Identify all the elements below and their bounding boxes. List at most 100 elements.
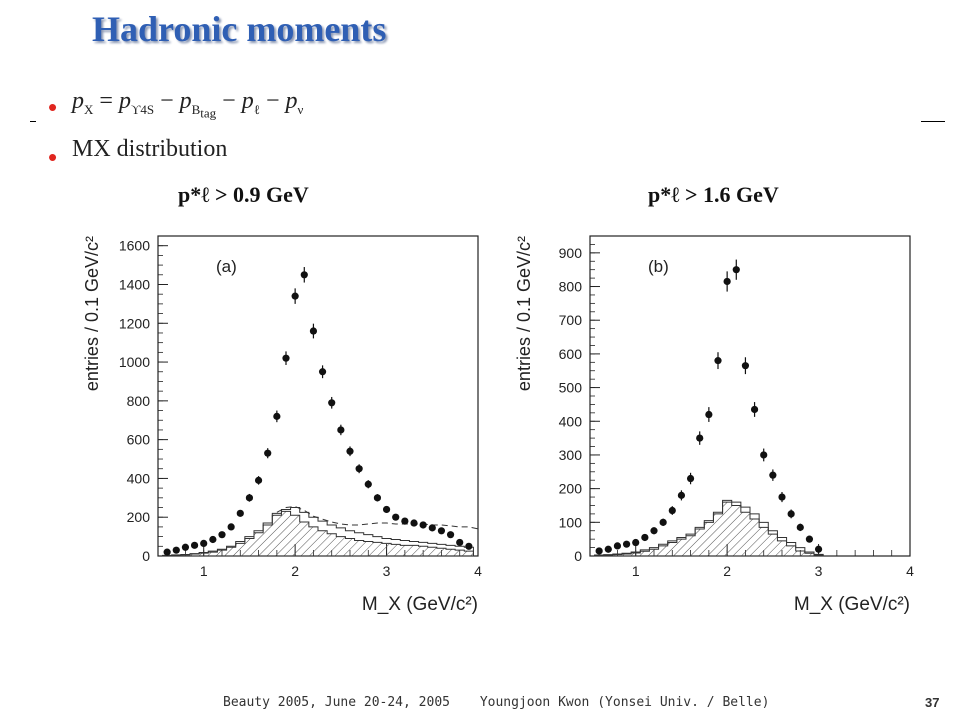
bullet-marker: • xyxy=(48,92,58,122)
y-tick-label: 100 xyxy=(559,514,583,530)
data-point xyxy=(437,527,446,535)
data-point xyxy=(318,368,327,376)
data-point xyxy=(373,494,382,502)
data-point xyxy=(309,327,318,335)
open-histogram xyxy=(594,499,824,556)
y-tick-label: 200 xyxy=(127,509,151,525)
data-point xyxy=(446,531,455,539)
y-axis-label: entries / 0.1 GeV/c² xyxy=(514,236,534,391)
data-point xyxy=(650,527,658,535)
y-tick-label: 300 xyxy=(559,447,583,463)
data-point xyxy=(622,540,631,548)
mx-histogram-panel-b: 0 100 200 300 400 500 600 700 800 900 1 2 3 4 M_X (GeV… xyxy=(514,235,914,615)
x-tick-label: 1 xyxy=(200,563,208,579)
data-point xyxy=(245,494,254,502)
data-point xyxy=(209,535,217,544)
data-point xyxy=(668,506,676,515)
data-point xyxy=(705,410,713,419)
data-point xyxy=(200,539,208,547)
y-tick-label: 600 xyxy=(559,346,583,362)
data-point xyxy=(641,533,649,542)
x-tick-label: 1 xyxy=(632,563,640,579)
data-point xyxy=(696,434,704,442)
cut-label-a: p*ℓ > 0.9 GeV xyxy=(178,182,309,207)
open-histogram xyxy=(162,507,474,556)
data-point xyxy=(796,523,804,531)
data-point xyxy=(291,292,299,300)
data-point xyxy=(392,513,400,521)
y-tick-label: 1200 xyxy=(119,315,150,331)
momentum-formula: pX = pϒ4S − pBtag − pℓ − pν xyxy=(72,88,304,121)
data-point xyxy=(382,505,391,514)
data-point xyxy=(254,476,263,484)
y-axis-label: entries / 0.1 GeV/c² xyxy=(82,236,102,391)
data-point xyxy=(190,541,199,549)
data-point xyxy=(236,509,244,517)
y-tick-label: 700 xyxy=(559,312,583,328)
data-point xyxy=(769,471,777,479)
data-point xyxy=(604,545,612,553)
data-point xyxy=(328,399,336,407)
data-point xyxy=(659,518,667,526)
y-tick-label: 1000 xyxy=(119,354,150,370)
data-point xyxy=(300,271,308,279)
data-point xyxy=(456,538,464,547)
data-point xyxy=(163,548,171,556)
data-point xyxy=(714,357,722,365)
footer-author: Youngjoon Kwon (Yonsei Univ. / Belle) xyxy=(479,695,770,710)
data-point xyxy=(264,449,272,457)
panel-label: (b) xyxy=(648,257,669,276)
y-tick-label: 1400 xyxy=(119,276,150,292)
x-tick-label: 4 xyxy=(906,563,914,579)
y-tick-label: 900 xyxy=(559,245,583,261)
data-point xyxy=(465,542,473,550)
y-tick-label: 0 xyxy=(142,548,150,564)
data-point xyxy=(273,412,281,420)
data-point xyxy=(760,451,768,459)
data-point xyxy=(227,523,235,531)
hatched-histogram xyxy=(162,510,474,557)
plot-frame xyxy=(157,235,479,557)
mx-histogram-panel-a: 0 200 400 600 800 1000 1200 1400 1600 1 2 3 4 M_X (Ge… xyxy=(82,235,482,615)
data-point xyxy=(677,491,686,499)
data-point xyxy=(401,517,409,525)
panel-label: (a) xyxy=(216,257,237,276)
y-tick-label: 1600 xyxy=(119,238,150,254)
data-point xyxy=(355,465,363,473)
data-point xyxy=(750,405,759,414)
y-tick-label: 600 xyxy=(127,432,151,448)
data-point xyxy=(181,543,190,551)
y-tick-label: 400 xyxy=(127,470,151,486)
x-axis-label: M_X (GeV/c²) xyxy=(362,594,478,615)
cut-label-b: p*ℓ > 1.6 GeV xyxy=(648,182,779,207)
slide-title: Hadronic moments xyxy=(92,9,387,49)
data-point xyxy=(778,493,786,501)
dashed-background-curve xyxy=(276,506,479,530)
data-point xyxy=(364,480,372,488)
hatched-histogram xyxy=(594,501,824,557)
data-point xyxy=(337,426,345,434)
data-point xyxy=(787,510,795,518)
x-tick-label: 3 xyxy=(815,563,823,579)
footer-event: Beauty 2005, June 20-24, 2005 xyxy=(223,695,450,710)
data-point xyxy=(632,538,640,547)
y-tick-label: 0 xyxy=(574,548,582,564)
bullet-marker: • xyxy=(48,142,58,172)
data-point xyxy=(595,547,603,555)
data-point xyxy=(732,266,740,274)
data-point xyxy=(172,546,180,554)
data-point xyxy=(686,474,695,483)
footer: Beauty 2005, June 20-24, 2005 Youngjoon … xyxy=(223,695,791,710)
data-point xyxy=(346,447,354,455)
page-number: 37 xyxy=(925,695,940,710)
title-divider-right xyxy=(921,121,945,122)
data-point xyxy=(741,362,750,370)
data-point xyxy=(805,535,814,543)
data-point xyxy=(814,545,823,553)
data-point xyxy=(218,531,226,539)
x-axis-label: M_X (GeV/c²) xyxy=(794,594,910,615)
x-tick-label: 2 xyxy=(291,563,299,579)
y-tick-label: 500 xyxy=(559,380,583,396)
y-tick-label: 200 xyxy=(559,481,583,497)
y-tick-label: 800 xyxy=(559,279,583,295)
